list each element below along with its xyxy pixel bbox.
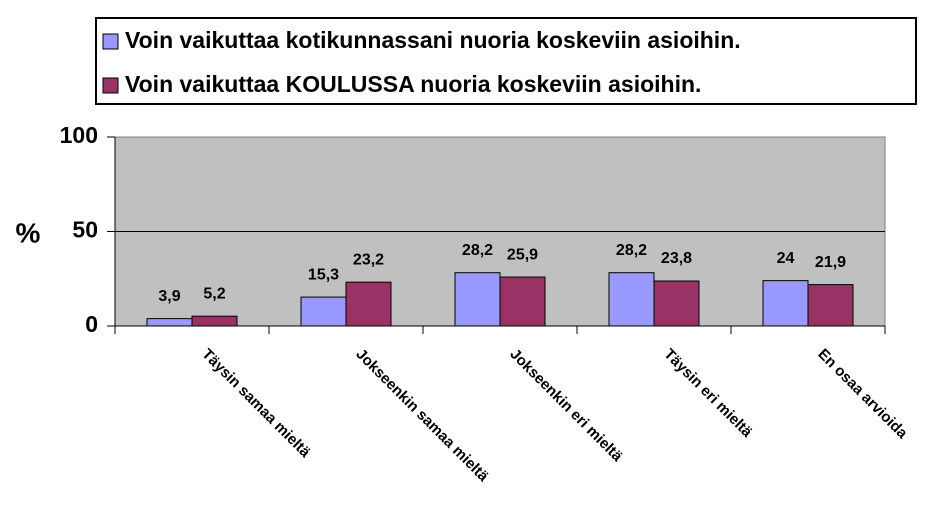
legend-label: Voin vaikuttaa KOULUSSA nuoria koskeviin…	[125, 71, 701, 97]
x-tick-label: Jokseenkin eri mieltä	[506, 346, 626, 466]
bar	[807, 284, 854, 327]
legend-label: Voin vaikuttaa kotikunnassani nuoria kos…	[125, 27, 741, 53]
y-tick-label: 0	[85, 311, 98, 337]
bar	[653, 280, 700, 327]
x-tick-label: Täysin samaa mieltä	[198, 346, 314, 462]
bar	[608, 272, 655, 327]
bar	[499, 276, 546, 327]
bar	[146, 318, 193, 327]
legend-swatch	[102, 77, 119, 94]
y-tick-label: 50	[72, 217, 98, 243]
y-tick-label: 100	[60, 122, 98, 148]
value-label: 24	[777, 250, 795, 267]
value-label: 23,8	[661, 250, 692, 267]
value-label: 15,3	[308, 266, 339, 283]
x-tick-label: Täysin eri mieltä	[660, 346, 756, 442]
bar	[191, 315, 238, 327]
value-label: 5,2	[203, 285, 225, 302]
legend-box	[95, 17, 917, 105]
bar	[300, 296, 347, 327]
value-label: 28,2	[616, 242, 647, 259]
x-tick-label: En osaa arvioida	[814, 346, 911, 443]
bar	[762, 280, 809, 327]
bar	[345, 281, 392, 327]
value-label: 28,2	[462, 242, 493, 259]
value-label: 25,9	[507, 246, 538, 263]
value-label: 3,9	[158, 288, 180, 305]
legend-swatch	[102, 33, 119, 50]
y-axis-label: %	[16, 217, 41, 248]
value-label: 23,2	[353, 251, 384, 268]
value-label: 21,9	[815, 254, 846, 271]
x-tick-label: Jokseenkin samaa mieltä	[352, 346, 492, 486]
bar	[454, 272, 501, 327]
